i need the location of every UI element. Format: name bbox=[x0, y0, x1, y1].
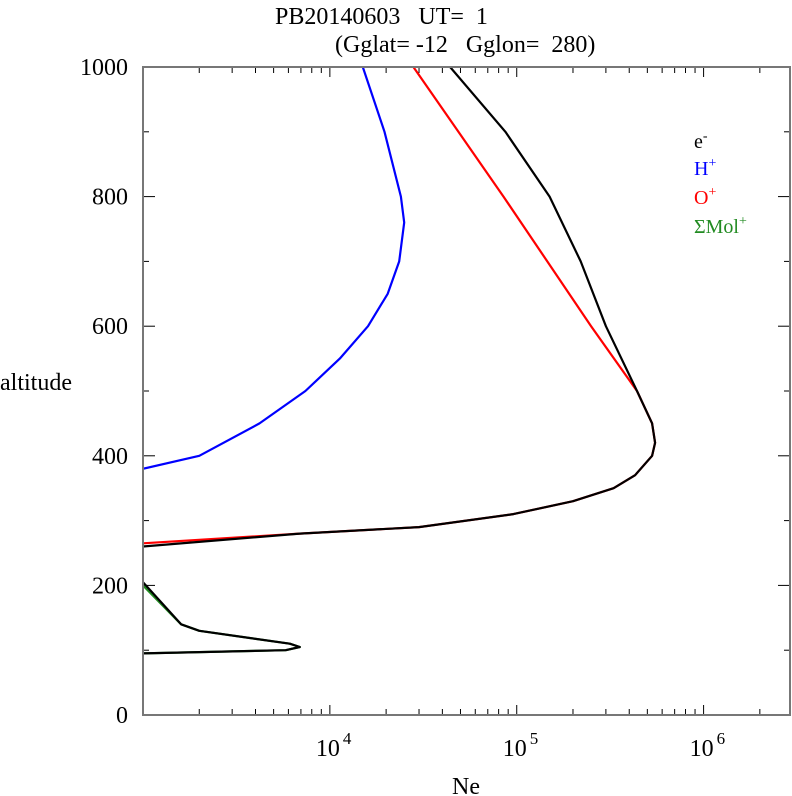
chart-title-line1: PB20140603 UT= 1 bbox=[275, 4, 488, 30]
series-line-e-e-region- bbox=[143, 581, 301, 655]
series-line-h- bbox=[143, 67, 406, 470]
x-tick-label: 10 bbox=[503, 736, 527, 762]
y-tick-label: 400 bbox=[92, 444, 128, 470]
x-tick-label-exponent: 6 bbox=[717, 729, 726, 748]
y-tick-labels: 0 200 400 600 800 1000 bbox=[80, 55, 128, 729]
x-axis-label: Ne bbox=[452, 774, 480, 796]
y-tick-label: 200 bbox=[92, 573, 128, 599]
legend: e- H+ O+ ΣMol+ bbox=[694, 129, 747, 238]
x-tick-label-exponent: 5 bbox=[530, 729, 539, 748]
legend-entry: H+ bbox=[694, 156, 716, 180]
legend-entry: O+ bbox=[694, 185, 716, 209]
chart-title-line2: (Gglat= -12 Gglon= 280) bbox=[335, 32, 595, 58]
x-tick-labels: 10 4 10 5 10 6 bbox=[316, 729, 725, 762]
series-line--mol- bbox=[143, 584, 301, 655]
series-line-e- bbox=[143, 67, 657, 548]
y-axis-label: altitude bbox=[0, 370, 72, 396]
legend-entry: e- bbox=[694, 129, 708, 153]
x-tick-label-exponent: 4 bbox=[343, 729, 352, 748]
data-curves bbox=[143, 67, 657, 655]
x-tick-label: 10 bbox=[690, 736, 714, 762]
plot-frame bbox=[142, 66, 791, 716]
legend-entry: ΣMol+ bbox=[694, 214, 747, 238]
y-tick-label: 1000 bbox=[80, 55, 128, 81]
y-tick-label: 600 bbox=[92, 314, 128, 340]
series-line-o- bbox=[143, 67, 657, 545]
x-tick-label: 10 bbox=[316, 736, 340, 762]
y-tick-label: 800 bbox=[92, 185, 128, 211]
axis-ticks bbox=[142, 66, 790, 716]
y-tick-label: 0 bbox=[116, 703, 128, 729]
